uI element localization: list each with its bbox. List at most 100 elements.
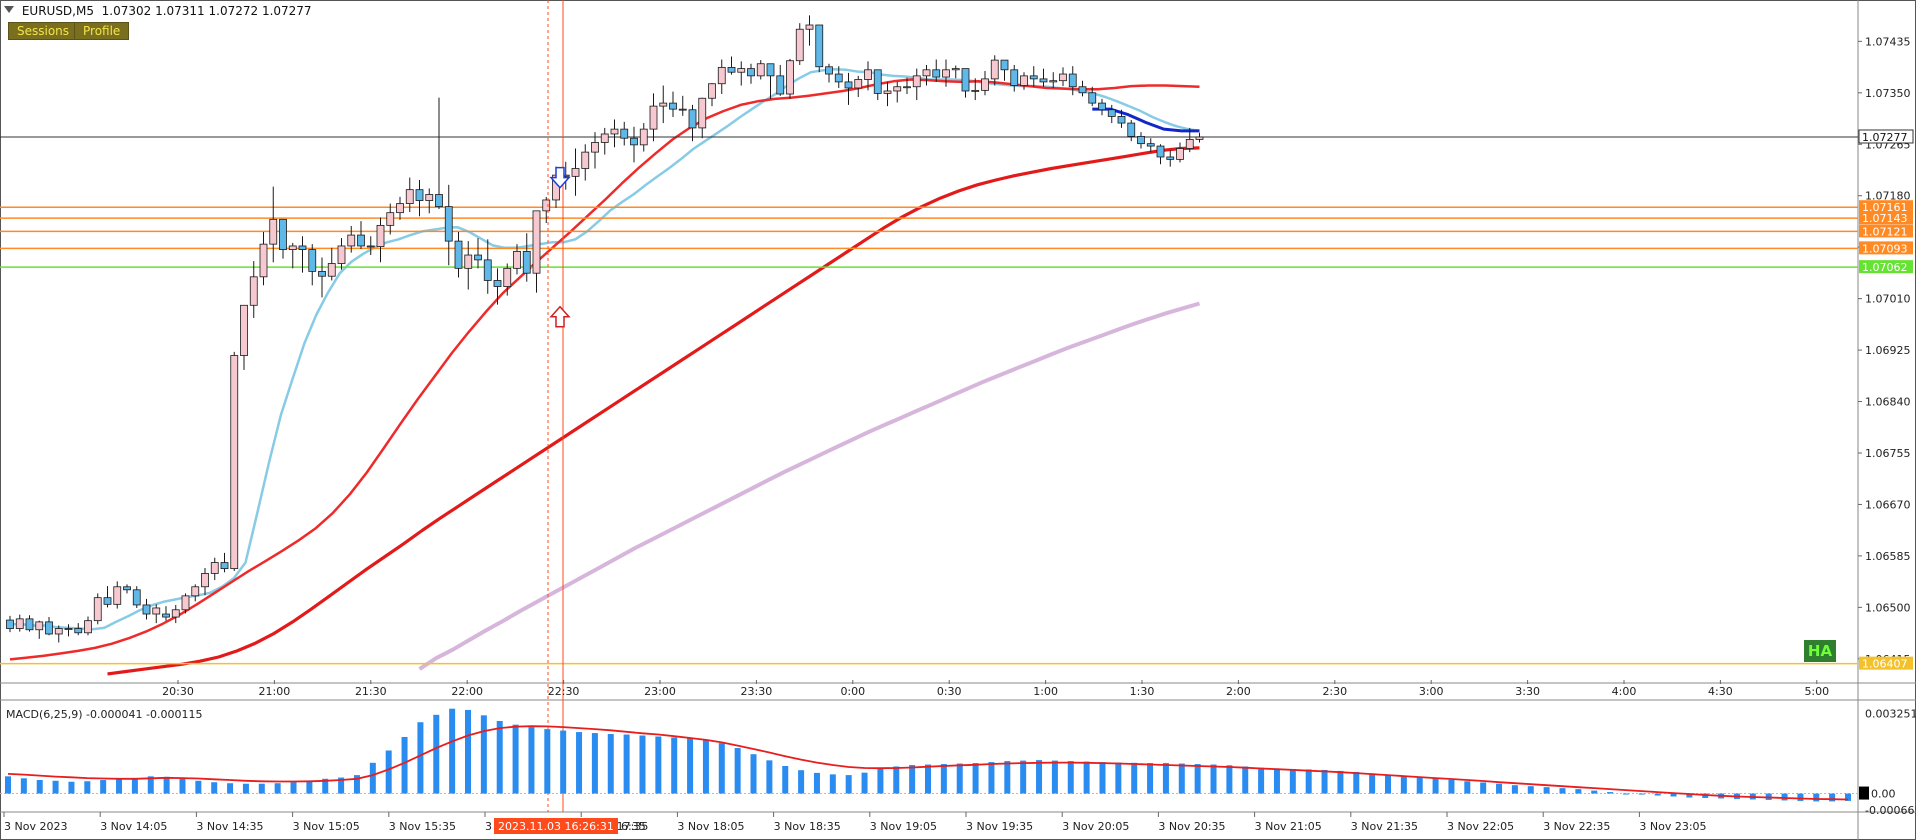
candle-body[interactable] <box>649 105 658 130</box>
candle-body[interactable] <box>357 234 365 247</box>
candle-body[interactable] <box>961 68 970 92</box>
candle-body[interactable] <box>669 102 677 110</box>
candle-body[interactable] <box>396 203 404 214</box>
candle-body[interactable] <box>1117 116 1126 124</box>
candle-body[interactable] <box>84 620 92 634</box>
candle-body[interactable] <box>981 78 989 91</box>
candle-body[interactable] <box>610 128 619 135</box>
candle-body[interactable] <box>308 249 317 272</box>
candle-body[interactable] <box>1000 59 1009 71</box>
candle-body[interactable] <box>542 199 551 212</box>
candle-body[interactable] <box>152 607 161 615</box>
candle-body[interactable] <box>132 589 141 606</box>
candle-body[interactable] <box>727 66 736 73</box>
candle-body[interactable] <box>620 128 629 139</box>
candle-body[interactable] <box>483 259 492 281</box>
candle-body[interactable] <box>269 218 278 245</box>
candle-body[interactable] <box>591 142 599 153</box>
candle-body[interactable] <box>366 245 375 248</box>
candle-body[interactable] <box>337 245 346 264</box>
candle-body[interactable] <box>951 68 960 71</box>
candle-body[interactable] <box>162 613 170 618</box>
candle-body[interactable] <box>522 251 531 274</box>
candle-body[interactable] <box>1068 73 1077 88</box>
candle-body[interactable] <box>1195 136 1204 140</box>
candle-body[interactable] <box>766 63 775 77</box>
candle-body[interactable] <box>756 63 765 77</box>
candle-body[interactable] <box>1176 148 1184 160</box>
candle-body[interactable] <box>113 586 122 605</box>
candle-body[interactable] <box>376 224 385 247</box>
candle-body[interactable] <box>54 628 63 635</box>
candle-body[interactable] <box>435 194 443 208</box>
candle-body[interactable] <box>912 75 921 88</box>
candle-body[interactable] <box>1146 143 1155 147</box>
candle-body[interactable] <box>834 73 843 83</box>
profile-button[interactable]: Profile <box>74 22 130 40</box>
candle-body[interactable] <box>1098 102 1106 111</box>
candle-body[interactable] <box>1088 92 1097 104</box>
candle-body[interactable] <box>6 619 14 629</box>
candle-body[interactable] <box>747 68 755 77</box>
candle-body[interactable] <box>298 245 307 250</box>
candle-body[interactable] <box>1059 73 1067 82</box>
candle-body[interactable] <box>318 270 326 277</box>
candle-body[interactable] <box>708 83 716 99</box>
candle-body[interactable] <box>425 194 434 201</box>
candle-body[interactable] <box>893 86 902 92</box>
candle-body[interactable] <box>1166 156 1175 160</box>
sessions-button[interactable]: Sessions <box>8 22 79 40</box>
candle-body[interactable] <box>64 628 73 630</box>
candle-body[interactable] <box>1137 135 1145 145</box>
candle-body[interactable] <box>142 604 151 615</box>
ha-badge[interactable]: HA <box>1804 640 1836 662</box>
candle-body[interactable] <box>171 609 180 618</box>
candle-body[interactable] <box>825 66 833 75</box>
candle-body[interactable] <box>25 618 34 631</box>
candle-body[interactable] <box>795 28 804 62</box>
candle-body[interactable] <box>942 69 950 78</box>
candle-body[interactable] <box>474 254 482 261</box>
candle-body[interactable] <box>903 86 911 89</box>
candle-body[interactable] <box>1078 86 1087 94</box>
candle-body[interactable] <box>873 69 882 94</box>
candle-body[interactable] <box>386 212 395 226</box>
candle-body[interactable] <box>220 562 229 570</box>
candle-body[interactable] <box>347 234 356 247</box>
candle-body[interactable] <box>1049 80 1058 83</box>
candle-body[interactable] <box>1039 78 1048 83</box>
candle-body[interactable] <box>191 586 200 597</box>
candle-body[interactable] <box>659 102 668 107</box>
candle-body[interactable] <box>844 81 853 89</box>
candle-body[interactable] <box>786 60 794 95</box>
candle-body[interactable] <box>288 245 297 250</box>
candle-body[interactable] <box>922 69 931 77</box>
candle-body[interactable] <box>327 263 336 277</box>
candle-body[interactable] <box>717 66 726 85</box>
candle-body[interactable] <box>971 89 980 92</box>
candle-body[interactable] <box>805 24 814 30</box>
candle-body[interactable] <box>103 597 112 605</box>
candle-body[interactable] <box>854 79 863 89</box>
candle-body[interactable] <box>864 69 872 80</box>
candle-body[interactable] <box>15 618 24 629</box>
candle-body[interactable] <box>932 69 941 78</box>
candle-body[interactable] <box>630 137 638 146</box>
candle-body[interactable] <box>698 97 707 129</box>
candle-body[interactable] <box>1029 75 1038 80</box>
candle-body[interactable] <box>990 59 999 80</box>
candle-body[interactable] <box>464 254 473 269</box>
candle-body[interactable] <box>639 128 648 146</box>
candle-body[interactable] <box>279 218 287 250</box>
candle-body[interactable] <box>815 24 824 68</box>
candle-body[interactable] <box>181 595 190 611</box>
candle-body[interactable] <box>230 355 239 570</box>
candle-body[interactable] <box>259 243 268 278</box>
candle-body[interactable] <box>1156 145 1165 158</box>
candle-body[interactable] <box>93 597 102 622</box>
candle-body[interactable] <box>240 304 248 356</box>
candle-body[interactable] <box>776 75 785 95</box>
candle-body[interactable] <box>532 210 541 274</box>
candle-body[interactable] <box>249 276 258 306</box>
